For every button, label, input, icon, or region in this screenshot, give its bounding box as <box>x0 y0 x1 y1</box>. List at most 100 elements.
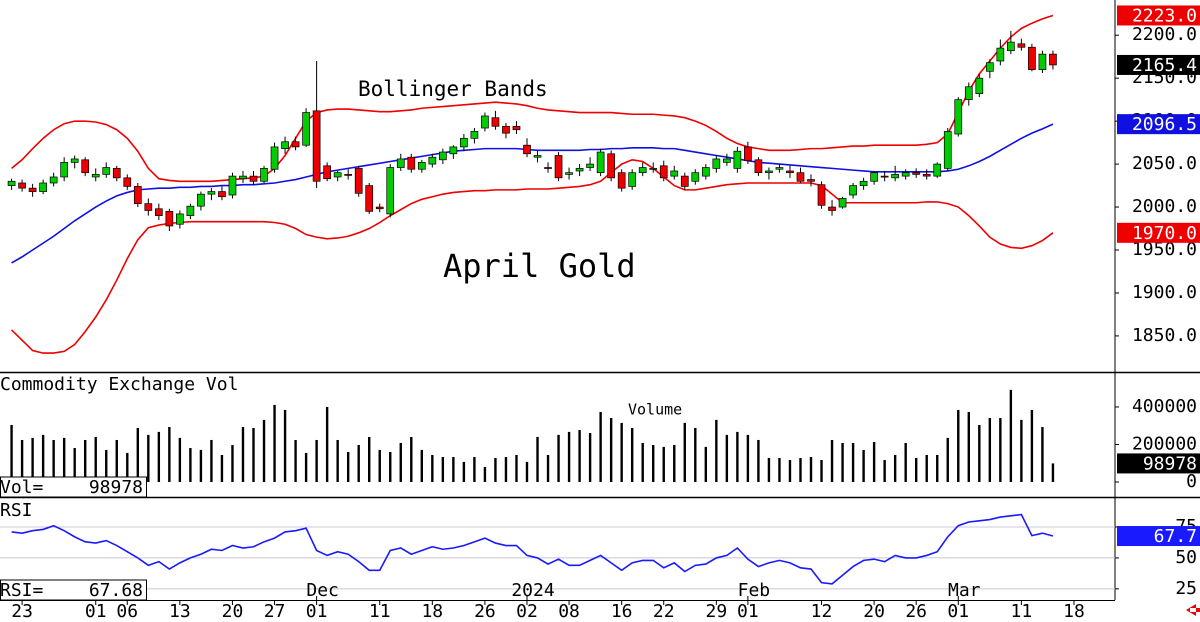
candle-body <box>186 205 195 216</box>
readout-value: 67.68 <box>89 580 143 601</box>
volume-bar <box>767 457 771 482</box>
value-box-label: 2096.5 <box>1132 114 1197 135</box>
volume-bar <box>273 404 276 482</box>
candle-body <box>7 180 16 186</box>
y-tick-label: 200000 <box>1132 433 1197 454</box>
panel-title: RSI <box>0 500 33 521</box>
annotation: Bollinger Bands <box>358 77 548 101</box>
volume-bar <box>630 427 634 482</box>
candle-body <box>680 175 689 187</box>
candle-body <box>165 210 174 227</box>
volume-bar <box>178 437 182 482</box>
month-label: Dec <box>306 580 339 601</box>
volume-bar <box>725 434 729 482</box>
candle-body <box>417 162 426 170</box>
volume-bar <box>746 434 750 482</box>
volume-bar <box>988 418 992 482</box>
candle-body <box>407 156 416 170</box>
volume-bar <box>410 436 413 482</box>
volume-bar <box>378 449 381 482</box>
month-label: 2024 <box>511 580 554 601</box>
volume-bar <box>462 461 466 482</box>
candle-body <box>1007 41 1015 52</box>
volume-bar <box>557 434 560 482</box>
volume-bar <box>52 439 55 482</box>
candle-body <box>460 137 468 148</box>
volume-bar <box>473 457 476 482</box>
x-tick-label: 01 <box>947 601 969 622</box>
readout-box <box>0 476 147 498</box>
volume-bar <box>94 436 97 482</box>
volume-bar <box>925 454 928 482</box>
candle-body <box>18 182 26 189</box>
volume-bar <box>599 412 602 482</box>
volume-bar <box>841 442 844 482</box>
x-tick-label: 18 <box>421 601 443 622</box>
volume-bar <box>283 409 287 482</box>
candle-body <box>533 155 542 158</box>
volume-bar <box>20 439 24 482</box>
volume-bar <box>652 445 655 482</box>
candle-body <box>281 141 289 149</box>
volume-bar <box>105 449 108 482</box>
x-tick-label: 13 <box>169 601 191 622</box>
candle-body <box>880 175 889 178</box>
volume-bar <box>231 445 234 482</box>
candle-body <box>628 172 637 187</box>
candle-body <box>207 191 216 195</box>
candle-body <box>154 208 163 216</box>
candle-body <box>428 156 437 165</box>
x-tick-label: 26 <box>474 601 496 622</box>
candle-body <box>102 167 111 175</box>
candle-body <box>712 158 721 169</box>
candle-body <box>1038 53 1047 70</box>
candle-body <box>985 62 994 72</box>
volume-bar <box>872 442 876 482</box>
candle-body <box>796 172 805 182</box>
volume-bar <box>936 454 939 482</box>
candle-body <box>786 170 794 174</box>
candle-body <box>638 167 647 174</box>
scroll-arrow[interactable] <box>1186 604 1200 616</box>
candle-body <box>859 180 868 186</box>
x-tick-label: 01 <box>85 601 107 622</box>
candle-body <box>922 174 931 177</box>
value-box <box>1117 526 1200 547</box>
volume-bar <box>1020 419 1023 482</box>
candle-body <box>544 167 552 169</box>
candle-body <box>723 158 731 163</box>
volume-bar <box>620 422 623 482</box>
volume-bar <box>830 439 834 482</box>
volume-bar <box>736 431 739 482</box>
y-tick-label: 2000.0 <box>1132 196 1197 217</box>
candle-body <box>912 172 921 175</box>
annotation: April Gold <box>443 247 636 285</box>
readout-box <box>0 579 147 601</box>
candle-body <box>396 158 405 168</box>
volume-bar <box>504 457 508 482</box>
candle-body <box>249 175 258 182</box>
volume-bar <box>694 427 697 482</box>
y-tick-label: 2200.0 <box>1132 24 1197 45</box>
candle-body <box>996 47 1005 62</box>
y-tick-label: 1900.0 <box>1132 282 1197 303</box>
y-tick-label: 25 <box>1175 578 1197 599</box>
candle-body <box>765 170 773 174</box>
x-tick-label: 18 <box>1063 601 1085 622</box>
volume-bar <box>220 454 224 482</box>
value-box <box>1117 222 1200 243</box>
volume-bar <box>1030 409 1034 482</box>
candle-body <box>975 77 984 94</box>
volume-bar <box>336 439 339 482</box>
candle-body <box>323 165 331 180</box>
x-tick-label: 20 <box>222 601 244 622</box>
candle-body <box>438 151 447 161</box>
volume-bar <box>757 439 760 482</box>
panel-title: Commodity Exchange Vol <box>0 374 238 395</box>
volume-bar <box>399 442 402 482</box>
x-tick-label: 27 <box>264 601 286 622</box>
y-tick-label: 2050.0 <box>1132 153 1197 174</box>
candle-body <box>491 117 500 127</box>
